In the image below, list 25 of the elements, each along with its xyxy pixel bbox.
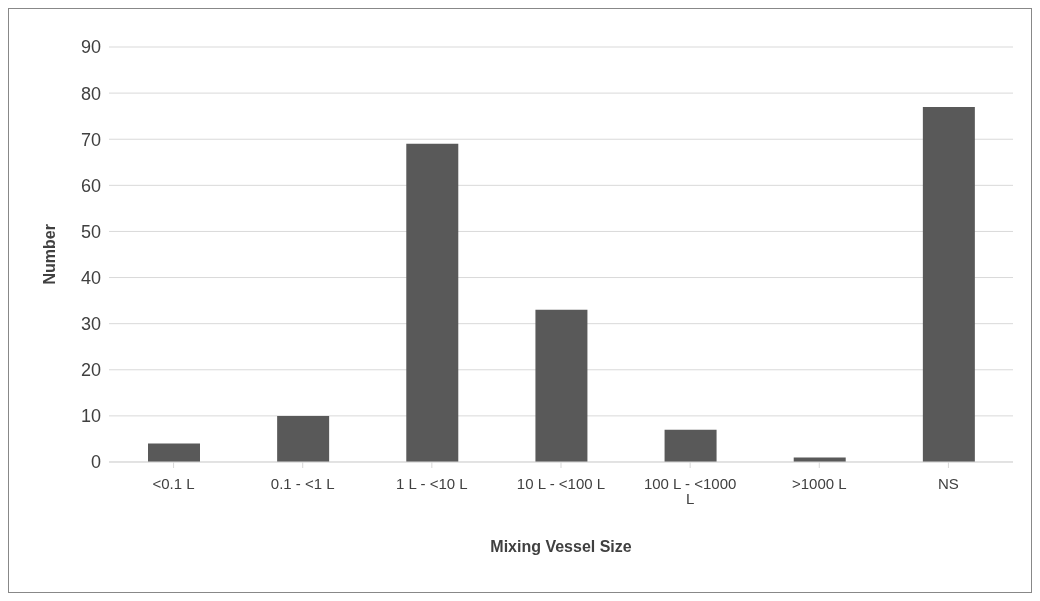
y-tick-label: 80	[80, 83, 101, 104]
bar	[535, 309, 588, 462]
bar	[148, 443, 200, 462]
x-tick-label: <0.1 L	[152, 474, 195, 492]
y-tick-label: 50	[80, 221, 101, 242]
y-tick-label: 30	[80, 314, 101, 335]
y-tick-label: 90	[80, 37, 101, 58]
y-axis-title: Number	[40, 224, 58, 285]
x-tick-label: 1 L - <10 L	[396, 474, 468, 492]
x-tick-label: 0.1 - <1 L	[270, 474, 335, 492]
x-tick-label: 100 L - <1000 L	[643, 474, 737, 507]
y-tick-label: 20	[80, 360, 101, 381]
bar	[277, 415, 330, 462]
x-tick-label: NS	[938, 474, 959, 492]
y-tick-label: 0	[90, 452, 101, 473]
x-tick-label: >1000 L	[791, 474, 847, 492]
bar	[922, 106, 975, 462]
y-tick-label: 40	[80, 267, 101, 288]
bar	[664, 429, 717, 462]
y-tick-label: 10	[80, 406, 101, 427]
bar	[406, 143, 459, 462]
x-axis-title: Mixing Vessel Size	[490, 538, 632, 555]
y-tick-label: 70	[80, 129, 101, 150]
y-tick-label: 60	[80, 175, 101, 196]
x-tick-label: 10 L - <100 L	[516, 474, 606, 492]
